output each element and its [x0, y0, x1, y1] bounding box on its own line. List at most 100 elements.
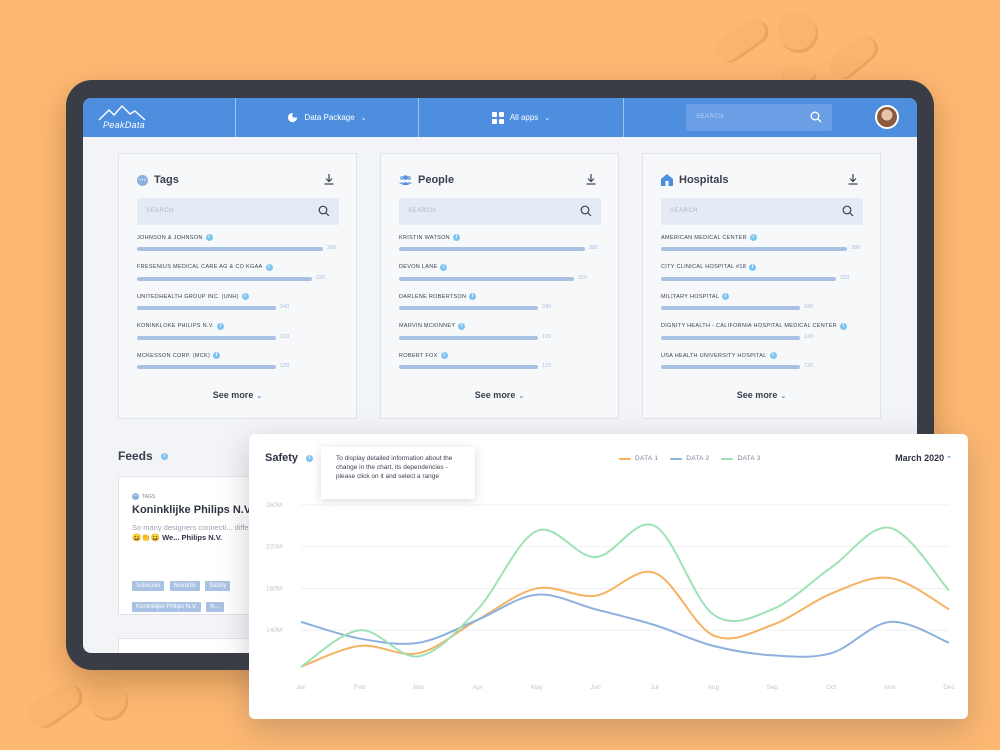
series-line-data-1[interactable] [300, 570, 950, 668]
info-icon[interactable]: i [205, 234, 213, 241]
list-item[interactable]: DIGNITY HEALTH - CALIFORNIA HOSPITAL MED… [661, 322, 871, 353]
value-bar [137, 335, 276, 340]
line-chart[interactable]: 260M 220M 180M 140M Jan Feb Mar Apr May Jun Jul Aug… [249, 434, 968, 719]
see-more-button[interactable]: See more ⌄ [119, 390, 356, 400]
decorative-pill [824, 31, 880, 83]
download-icon[interactable] [586, 174, 596, 185]
list-item[interactable]: UNITEDHEALTH GROUP INC. (UNH) i 240 [137, 293, 347, 323]
info-icon[interactable]: i [749, 263, 757, 271]
x-tick-label: Feb [354, 684, 366, 691]
search-icon[interactable] [318, 205, 330, 217]
info-icon[interactable]: i [160, 452, 168, 460]
decorative-pill [88, 680, 126, 718]
y-tick-label: 180M [266, 585, 282, 592]
item-label: MARVIN MCKINNEY [399, 323, 456, 329]
tag-chip[interactable]: Novartis [169, 581, 200, 591]
x-tick-label: Apr [473, 684, 484, 691]
tag-chip[interactable]: Koninklijke Philips N.V. [132, 602, 201, 612]
info-icon[interactable]: i [265, 263, 273, 271]
item-value: 320 [578, 274, 588, 281]
decorative-pill [710, 14, 770, 66]
legend-swatch [619, 457, 631, 460]
value-bar [661, 335, 800, 340]
tag-label: TAGS [142, 493, 156, 500]
info-icon[interactable]: i [306, 454, 314, 462]
data-package-label: Data Package [304, 113, 355, 122]
list-item[interactable]: CITY CLINICAL HOSPITAL #18 i 320 [661, 263, 871, 294]
search-icon[interactable] [842, 205, 854, 217]
card-header: ⋯ Tags [137, 174, 179, 186]
list-item[interactable]: JOHNSON & JOHNSON i 380 [137, 234, 347, 264]
download-icon[interactable] [324, 174, 334, 185]
info-icon[interactable]: i [749, 234, 757, 241]
legend-item[interactable]: DATA 3 [721, 455, 760, 462]
info-icon[interactable]: i [440, 352, 448, 359]
y-tick-label: 260M [266, 502, 282, 509]
hospitals-search-input[interactable]: SEARCH [661, 198, 863, 225]
series-line-data-2[interactable] [300, 593, 950, 658]
item-label: MILITARY HOSPITAL [661, 293, 720, 300]
people-search-input[interactable]: SEARCH [399, 198, 601, 225]
people-icon [399, 175, 412, 185]
chevron-down-icon: ⌄ [518, 393, 525, 400]
period-selector[interactable]: March 2020 ⌃ [895, 453, 952, 463]
download-icon[interactable] [848, 174, 858, 185]
info-icon[interactable]: i [217, 322, 225, 330]
decorative-pill [778, 12, 816, 50]
item-value: 120 [804, 333, 814, 340]
item-value: 380 [851, 245, 861, 251]
tag-chip[interactable]: N... [206, 602, 224, 612]
brand-logo[interactable]: PeakData [83, 98, 236, 137]
card-title: Tags [154, 174, 179, 186]
list-item[interactable]: ROBERT FOX i 120 [399, 352, 609, 382]
x-tick-label: May [530, 684, 543, 691]
item-value: 320 [316, 274, 326, 281]
list-item[interactable]: MCKESSON CORP. (MCK) i 120 [137, 352, 347, 382]
info-icon[interactable]: i [452, 234, 460, 241]
see-more-button[interactable]: See more ⌄ [643, 390, 880, 400]
item-label: DIGNITY HEALTH - CALIFORNIA HOSPITAL MED… [661, 323, 837, 329]
chevron-up-icon: ⌃ [946, 456, 952, 463]
user-avatar[interactable] [875, 105, 899, 129]
item-value: 120 [280, 333, 290, 340]
list-item[interactable]: MILITARY HOSPITAL i 240 [661, 293, 871, 323]
list-item[interactable]: AMERICAN MEDICAL CENTER i 380 [661, 234, 871, 264]
list-item[interactable]: MARVIN MCKINNEY i 120 [399, 322, 609, 353]
see-more-label: See more [212, 390, 254, 400]
hospital-icon [661, 174, 673, 186]
search-icon[interactable] [810, 111, 822, 123]
item-label: FRESENIUS MEDICAL CARE AG & CO KGAA [137, 264, 263, 270]
list-item[interactable]: FRESENIUS MEDICAL CARE AG & CO KGAA i 320 [137, 263, 347, 294]
x-tick-label: Nov [884, 684, 896, 691]
info-icon[interactable]: i [440, 263, 448, 271]
info-icon[interactable]: i [722, 293, 730, 300]
legend-item[interactable]: DATA 1 [619, 455, 658, 462]
hospitals-list: AMERICAN MEDICAL CENTER i 380 CITY CLINICA… [661, 234, 871, 382]
list-item[interactable]: DARLENE ROBERTSON i 240 [399, 293, 609, 323]
series-line-data-3[interactable] [300, 523, 950, 668]
value-bar [399, 365, 538, 369]
list-item[interactable]: DEVON LANE i 320 [399, 263, 609, 294]
item-label: AMERICAN MEDICAL CENTER [661, 234, 747, 241]
info-icon[interactable]: i [469, 293, 477, 300]
info-icon[interactable]: i [839, 322, 847, 330]
list-item[interactable]: USA HEALTH UNIVERSITY HOSPITAL i 120 [661, 352, 871, 382]
tag-chip[interactable]: Safety [205, 581, 231, 591]
decorative-pill [780, 66, 814, 82]
tag-chip[interactable]: Sclerosis [132, 581, 165, 591]
see-more-button[interactable]: See more ⌄ [381, 390, 618, 400]
value-bar [137, 306, 276, 310]
global-search-input[interactable]: SEARCH [686, 104, 832, 131]
tags-search-input[interactable]: SEARCH [137, 198, 339, 225]
info-icon[interactable]: i [213, 352, 221, 359]
list-item[interactable]: KRISTIN WATSON i 380 [399, 234, 609, 264]
info-icon[interactable]: i [769, 352, 777, 359]
search-icon[interactable] [580, 205, 592, 217]
list-item[interactable]: KONINKLOKE PHILIPS N.V. i 120 [137, 322, 347, 353]
data-package-dropdown[interactable]: Data Package ⌄ [236, 98, 419, 137]
info-icon[interactable]: i [458, 322, 466, 330]
all-apps-dropdown[interactable]: All apps ⌄ [419, 98, 624, 137]
legend-item[interactable]: DATA 2 [670, 455, 709, 462]
info-icon[interactable]: i [241, 293, 249, 300]
chevron-down-icon: ⌄ [544, 114, 551, 122]
